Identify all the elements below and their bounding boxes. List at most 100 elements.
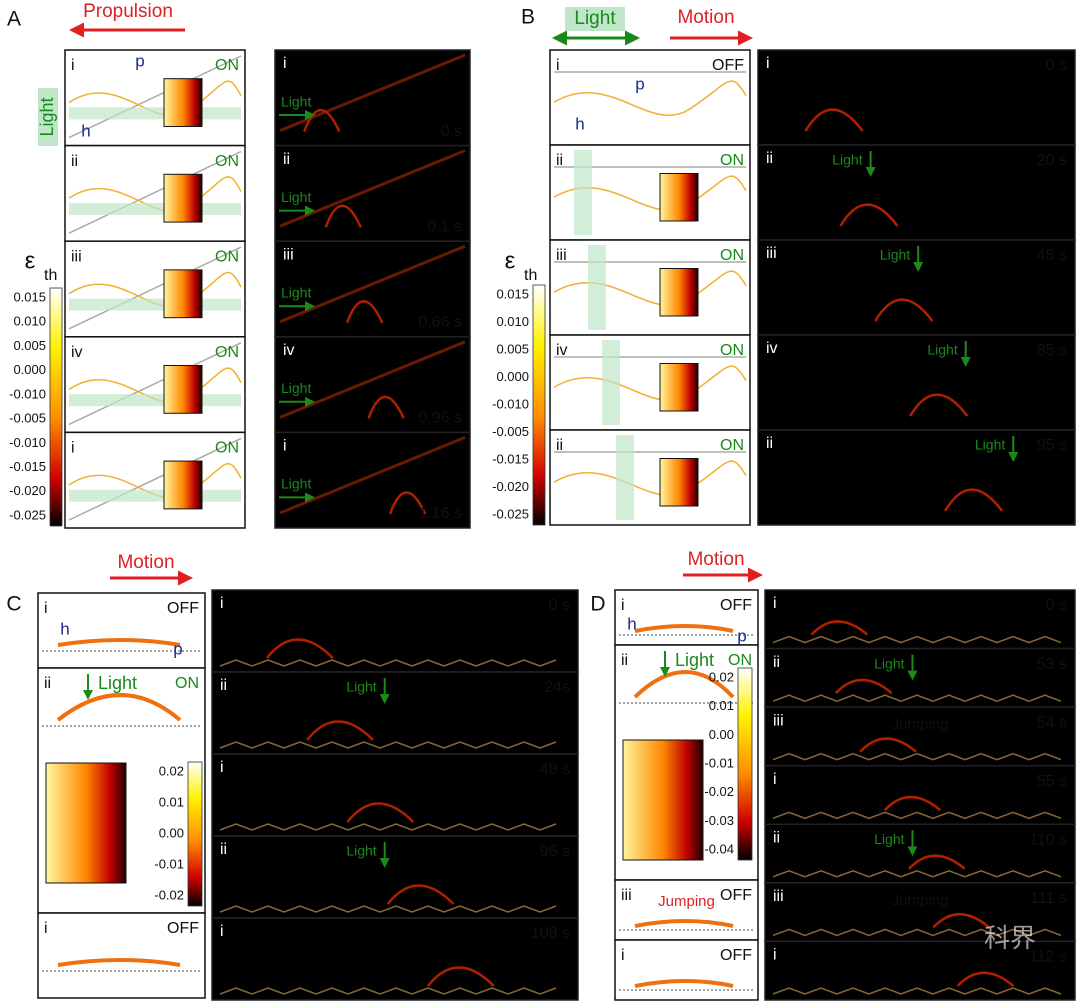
photo-index: ii [773, 830, 780, 847]
photo-time: 0 s [441, 123, 462, 140]
photo-film [956, 971, 1015, 987]
film-curve [57, 638, 181, 647]
photo-light: Light [880, 247, 910, 263]
photo [211, 671, 579, 755]
photo-film [306, 720, 374, 741]
photo-light: Light [346, 679, 376, 695]
photo-index: ii [220, 841, 227, 858]
photo-index: i [283, 438, 287, 455]
photo-time: 96 s [540, 843, 570, 860]
photo-film [810, 620, 869, 636]
photo [211, 589, 579, 673]
schematic-index: i [556, 57, 560, 74]
photo-light: Light [874, 655, 904, 671]
photo-film [346, 802, 415, 823]
photo [211, 917, 579, 1001]
colorbar-tick-label: 0.005 [13, 338, 46, 353]
schematic-index: ii [44, 675, 51, 692]
photo-time: 53 s [1037, 656, 1067, 673]
schematic-light: Light [675, 650, 714, 670]
schematic-index: i [44, 600, 48, 617]
schematic-index: iii [621, 887, 632, 904]
colorbar-tick-label: 0.015 [496, 286, 529, 301]
photo-film [909, 393, 969, 417]
colorbar-tick-label: 0.00 [159, 825, 184, 840]
annotation: p [173, 639, 182, 658]
photo-index: i [220, 923, 224, 940]
schematic-box [549, 334, 751, 431]
film-curve [634, 979, 734, 988]
colorbar-subscript: th [44, 267, 57, 284]
light-box [38, 88, 58, 146]
schematic-index: i [71, 440, 75, 457]
colorbar-symbol: ε [25, 247, 36, 274]
photo-index: i [773, 595, 777, 612]
schematic-state: ON [215, 440, 239, 457]
light-band [69, 489, 241, 502]
photo [757, 239, 1076, 336]
film-curve [633, 670, 735, 699]
schematic-index: ii [556, 152, 563, 169]
photo-film [859, 737, 917, 753]
strain-inset [163, 460, 203, 510]
colorbar-tick-label: -0.025 [9, 507, 46, 522]
schematic-box [549, 239, 751, 336]
schematic-index: i [621, 947, 625, 964]
light-band [69, 394, 241, 407]
colorbar-tick-label: -0.010 [9, 435, 46, 450]
film-curve [553, 80, 747, 116]
photo-film [303, 109, 341, 133]
photo-film [426, 966, 495, 987]
photo-track [772, 811, 1062, 820]
annotation: p [737, 626, 746, 645]
colorbar-symbol: ε [505, 247, 516, 274]
photo-time: 111 s [1030, 890, 1067, 907]
colorbar [737, 667, 753, 861]
colorbar-tick-label: 0.000 [13, 362, 46, 377]
photo-light: Light [346, 843, 376, 859]
photo-film [367, 395, 405, 419]
schematic-state: ON [175, 675, 199, 692]
photo-index: ii [766, 435, 773, 452]
schematic-box [64, 431, 246, 529]
colorbar-tick-label: 0.010 [13, 314, 46, 329]
schematic-state: OFF [167, 600, 199, 617]
colorbar-tick-label: -0.02 [154, 887, 184, 902]
film-curve [57, 958, 181, 967]
photo-index: ii [283, 151, 290, 168]
annotation: h [81, 121, 90, 140]
photo-index: iv [283, 342, 295, 359]
photo-light: Light [832, 152, 862, 168]
schematic-state: ON [720, 247, 744, 264]
photo-film [839, 203, 899, 227]
colorbar-tick-label: -0.03 [704, 813, 734, 828]
colorbar-tick-label: -0.010 [9, 386, 46, 401]
photo-film [883, 796, 942, 812]
colorbar-tick-label: 0.00 [709, 727, 734, 742]
strain-inset [45, 762, 127, 884]
photo-film [324, 204, 362, 228]
schematic-index: ii [71, 153, 78, 170]
photo-time: 55 s [1037, 773, 1067, 790]
annotation: h [627, 614, 636, 633]
photo-time: 0.96 s [418, 410, 462, 427]
strain-inset [622, 739, 704, 861]
photo-index: ii [766, 150, 773, 167]
colorbar-tick-label: -0.020 [9, 483, 46, 498]
photo-time: 95 s [1037, 437, 1067, 454]
photo-index: ii [773, 654, 780, 671]
colorbar-subscript: th [524, 267, 537, 284]
colorbar-tick-label: 0.000 [496, 369, 529, 384]
schematic-box [64, 49, 246, 147]
substrate-line [68, 55, 242, 139]
colorbar-tick-label: -0.015 [9, 459, 46, 474]
film-curve [634, 919, 734, 928]
photo-index: i [283, 55, 287, 72]
photo-film [386, 884, 455, 905]
strain-inset [659, 173, 699, 222]
colorbar-tick-label: 0.02 [159, 763, 184, 778]
photo [211, 835, 579, 919]
photo-film [908, 854, 966, 870]
motion-label: Propulsion [83, 1, 173, 22]
photo-film [345, 300, 384, 324]
